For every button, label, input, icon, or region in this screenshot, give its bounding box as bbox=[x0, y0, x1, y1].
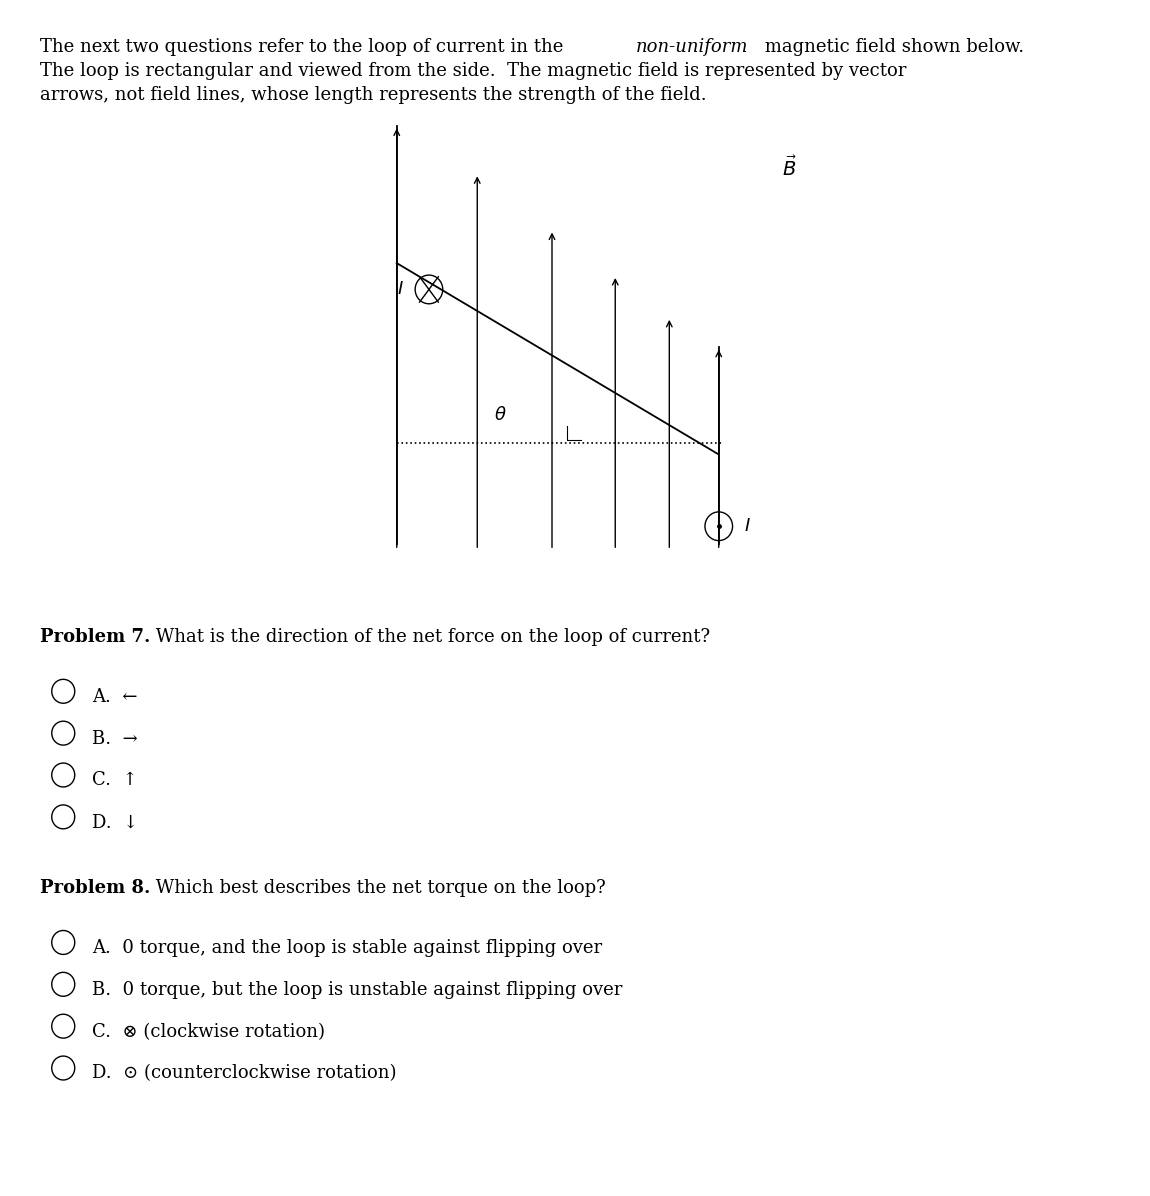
Text: $I$: $I$ bbox=[744, 517, 751, 536]
Text: $I$: $I$ bbox=[397, 280, 404, 299]
Text: $\vec{B}$: $\vec{B}$ bbox=[782, 155, 797, 179]
Text: The next two questions refer to the loop of current in the: The next two questions refer to the loop… bbox=[40, 38, 569, 56]
Text: Which best describes the net torque on the loop?: Which best describes the net torque on t… bbox=[150, 879, 605, 897]
Text: A.  0 torque, and the loop is stable against flipping over: A. 0 torque, and the loop is stable agai… bbox=[92, 939, 603, 957]
Text: D.  ⊙ (counterclockwise rotation): D. ⊙ (counterclockwise rotation) bbox=[92, 1064, 397, 1082]
Text: non-uniform: non-uniform bbox=[636, 38, 749, 56]
Text: C.  ⊗ (clockwise rotation): C. ⊗ (clockwise rotation) bbox=[92, 1023, 325, 1041]
Text: A.  ←: A. ← bbox=[92, 688, 138, 706]
Text: B.  →: B. → bbox=[92, 730, 138, 748]
Text: The loop is rectangular and viewed from the side.  The magnetic field is represe: The loop is rectangular and viewed from … bbox=[40, 62, 906, 80]
Text: $\theta$: $\theta$ bbox=[494, 405, 507, 425]
Text: Problem 8.: Problem 8. bbox=[40, 879, 151, 897]
Text: What is the direction of the net force on the loop of current?: What is the direction of the net force o… bbox=[150, 628, 710, 646]
Text: C.  ↑: C. ↑ bbox=[92, 771, 138, 789]
Text: magnetic field shown below.: magnetic field shown below. bbox=[759, 38, 1025, 56]
Text: B.  0 torque, but the loop is unstable against flipping over: B. 0 torque, but the loop is unstable ag… bbox=[92, 981, 622, 999]
Text: D.  ↓: D. ↓ bbox=[92, 813, 138, 831]
Text: The next two questions refer to the loop of current in the: The next two questions refer to the loop… bbox=[40, 38, 569, 56]
Text: Problem 7.: Problem 7. bbox=[40, 628, 151, 646]
Text: arrows, not field lines, whose length represents the strength of the field.: arrows, not field lines, whose length re… bbox=[40, 86, 707, 104]
